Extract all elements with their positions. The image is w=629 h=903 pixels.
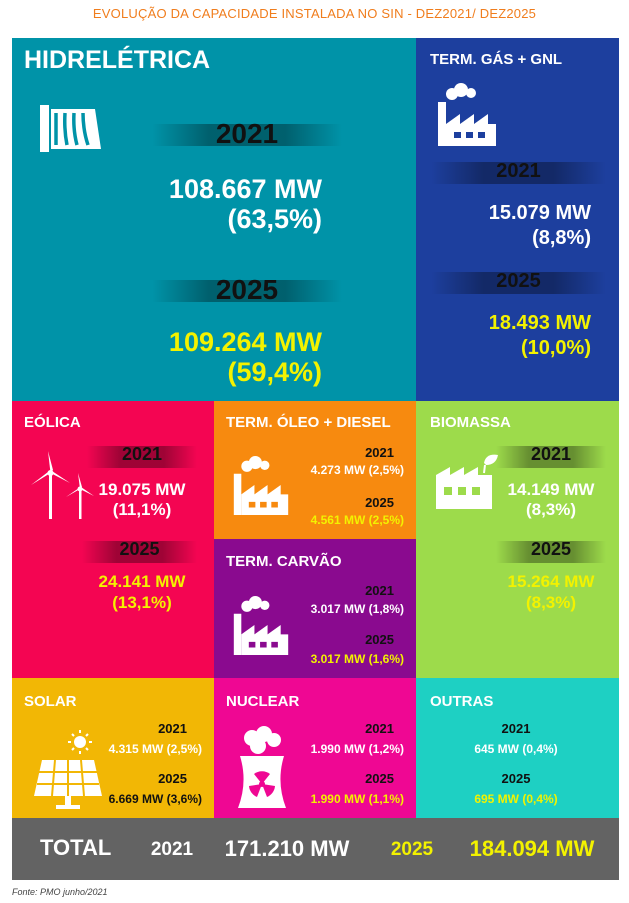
wind-turbine-icon [31, 451, 94, 519]
total-year-2021: 2021 [150, 839, 194, 860]
solar-panel-icon [34, 730, 102, 809]
outras-label: OUTRAS [430, 693, 494, 710]
eolica-year-2021: 2021 [121, 444, 163, 464]
nuclear-value-2021: 1.990 MW (1,2%) [310, 742, 404, 756]
tile-nuclear: NUCLEAR 2021 1.990 MW (1,2%) 2025 1.990 … [214, 678, 416, 818]
tile-gas: TERM. GÁS + GNL 2021 15.079 MW (8,8%) 20… [416, 38, 619, 401]
nuclear-plant-icon [238, 726, 286, 808]
gas-year-2025: 2025 [496, 270, 541, 292]
carvao-value-2025: 3.017 MW (1,6%) [310, 652, 404, 666]
solar-label: SOLAR [24, 693, 77, 710]
biomassa-year-2021: 2021 [530, 444, 572, 464]
hidro-2025-shade [152, 280, 342, 302]
source-note: Fonte: PMO junho/2021 [12, 887, 108, 897]
biomassa-value-2025-pct: (8,3%) [525, 593, 577, 612]
tile-outras: OUTRAS 2021 645 MW (0,4%) 2025 695 MW (0… [416, 678, 619, 818]
nuclear-year-2021: 2021 [365, 721, 394, 736]
carvao-label: TERM. CARVÃO [226, 553, 342, 570]
gas-year-2021: 2021 [496, 160, 541, 182]
biomassa-2025-shade [496, 541, 606, 563]
solar-year-2025: 2025 [158, 771, 187, 786]
eolica-value-2021-mw: 19.075 MW [98, 480, 186, 499]
factory-icon [438, 83, 496, 146]
eolica-2021-shade [87, 446, 197, 468]
gas-value-2021-pct: (8,8%) [532, 227, 591, 249]
eolica-value-2025-mw: 24.141 MW [98, 572, 186, 591]
tile-carvao: TERM. CARVÃO 2021 3.017 MW (1,8%) 2025 3… [214, 539, 416, 678]
hidro-value-2021-pct: (63,5%) [227, 204, 322, 234]
gas-2025-shade [431, 272, 606, 294]
tile-solar: SOLAR 2021 4.315 MW (2,5%) 2025 6.669 MW… [12, 678, 214, 818]
total-value-2025: 184.094 MW [469, 836, 595, 861]
eolica-year-2025: 2025 [119, 539, 160, 559]
biomassa-value-2021-mw: 14.149 MW [507, 480, 595, 499]
gas-value-2025-mw: 18.493 MW [488, 312, 591, 334]
nuclear-value-2025: 1.990 MW (1,1%) [310, 792, 404, 806]
hidro-value-2025-mw: 109.264 MW [168, 327, 322, 357]
total-bar: TOTAL 2021 171.210 MW 2025 184.094 MW [12, 818, 619, 880]
eolica-value-2025-pct: (13,1%) [112, 593, 172, 612]
oleo-year-2021: 2021 [365, 445, 394, 460]
hidro-2021-shade [152, 124, 342, 146]
tile-oleo: TERM. ÓLEO + DIESEL 2021 4.273 MW (2,5%)… [214, 401, 416, 539]
tile-eolica: EÓLICA 2021 19.075 MW (11,1%) 2025 24.14… [12, 401, 214, 678]
solar-year-2021: 2021 [158, 721, 187, 736]
outras-year-2021: 2021 [501, 721, 531, 736]
tile-hidreletrica: HIDRELÉTRICA 2021 108.667 MW (63,5%) 202… [12, 38, 416, 401]
biomassa-value-2021-pct: (8,3%) [525, 500, 577, 519]
page-title: EVOLUÇÃO DA CAPACIDADE INSTALADA NO SIN … [92, 6, 537, 21]
hidro-year-2025: 2025 [215, 274, 279, 305]
carvao-year-2025: 2025 [365, 632, 394, 647]
factory-icon [233, 455, 289, 515]
gas-2021-shade [431, 162, 606, 184]
hidreletrica-label: HIDRELÉTRICA [24, 46, 211, 74]
solar-value-2025: 6.669 MW (3,6%) [108, 792, 202, 806]
solar-value-2021: 4.315 MW (2,5%) [108, 742, 202, 756]
total-year-2025: 2025 [390, 839, 434, 860]
gas-value-2025-pct: (10,0%) [520, 337, 591, 359]
hidro-year-2021: 2021 [215, 118, 279, 149]
total-value-2021: 171.210 MW [224, 836, 350, 861]
carvao-year-2021: 2021 [365, 583, 394, 598]
gas-value-2021-mw: 15.079 MW [488, 202, 591, 224]
outras-value-2021: 645 MW (0,4%) [474, 742, 558, 756]
oleo-year-2025: 2025 [365, 495, 394, 510]
biomassa-label: BIOMASSA [430, 414, 511, 431]
oleo-value-2021: 4.273 MW (2,5%) [310, 463, 404, 477]
dam-icon [40, 105, 101, 152]
biomassa-year-2025: 2025 [530, 539, 572, 559]
hidro-value-2021-mw: 108.667 MW [168, 174, 322, 204]
eolica-2025-shade [82, 541, 197, 563]
factory-leaf-icon [436, 454, 498, 509]
outras-year-2025: 2025 [501, 771, 531, 786]
hidro-value-2025-pct: (59,4%) [227, 357, 322, 387]
carvao-value-2021: 3.017 MW (1,8%) [310, 602, 404, 616]
eolica-label: EÓLICA [24, 414, 81, 431]
factory-icon [233, 595, 289, 655]
oleo-value-2025: 4.561 MW (2,5%) [310, 513, 404, 527]
tile-biomassa: BIOMASSA 2021 14.149 MW (8,3%) 2025 15.2… [416, 401, 619, 678]
oleo-label: TERM. ÓLEO + DIESEL [226, 414, 391, 431]
nuclear-label: NUCLEAR [226, 693, 300, 710]
gas-label: TERM. GÁS + GNL [430, 51, 563, 68]
outras-value-2025: 695 MW (0,4%) [474, 792, 558, 806]
total-label: TOTAL [40, 835, 112, 860]
eolica-value-2021-pct: (11,1%) [112, 500, 172, 519]
biomassa-2021-shade [496, 446, 606, 468]
biomassa-value-2025-mw: 15.264 MW [507, 572, 595, 591]
nuclear-year-2025: 2025 [365, 771, 394, 786]
